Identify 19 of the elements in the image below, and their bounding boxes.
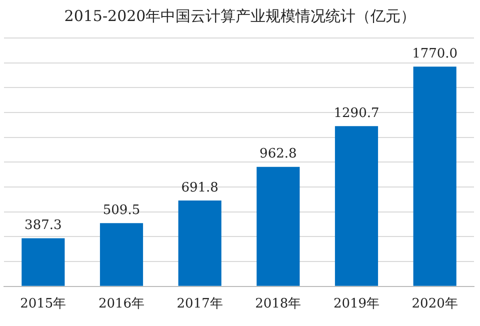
- bar: [334, 126, 378, 286]
- data-label: 387.3: [24, 218, 62, 234]
- data-label: 1770.0: [412, 46, 458, 62]
- data-label: 962.8: [260, 146, 297, 162]
- x-tick-label: 2015年: [20, 296, 66, 312]
- data-label: 691.8: [181, 180, 218, 196]
- data-label: 509.5: [102, 202, 140, 218]
- x-tick-label: 2017年: [176, 296, 223, 312]
- data-label: 1290.7: [334, 106, 380, 121]
- x-tick-label: 2020年: [412, 296, 458, 312]
- bar: [413, 66, 456, 286]
- bar: [100, 223, 144, 286]
- chart-title: 2015-2020年中国云计算产业规模情况统计（亿元）: [63, 6, 417, 27]
- x-tick-label: 2016年: [98, 296, 145, 312]
- bar: [178, 200, 222, 286]
- x-tick-label: 2018年: [255, 296, 302, 312]
- x-tick-label: 2019年: [333, 296, 380, 312]
- bar: [256, 166, 300, 286]
- bar: [22, 238, 65, 286]
